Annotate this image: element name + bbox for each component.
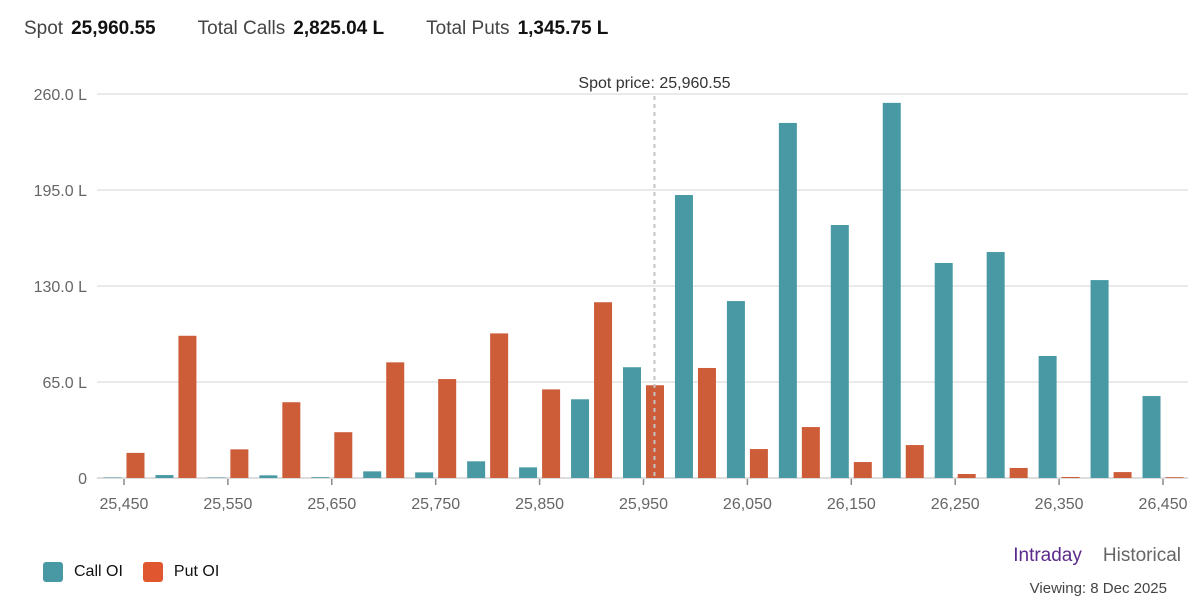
total-calls-label: Total Calls [197,18,286,39]
x-tick-label: 25,550 [203,496,252,513]
historical-tab[interactable]: Historical [1102,545,1181,566]
put-oi-swatch [142,562,163,582]
put-oi-bar [1009,467,1028,478]
call-oi-bar [934,262,953,478]
x-tick-label: 26,050 [723,496,772,513]
grid-lines [97,93,1188,479]
summary-bar: Spot 25,960.55 Total Calls 2,825.04 L To… [24,17,650,41]
call-oi-swatch [43,562,63,582]
viewing-date: Viewing: 8 Dec 2025 [1029,580,1167,597]
x-tick-label: 25,750 [411,496,460,513]
call-oi-bar [674,195,693,478]
y-tick-label: 130.0 L [34,279,87,296]
put-oi-bar [1165,477,1184,478]
call-oi-bar [259,475,278,478]
x-tick-label: 26,250 [931,496,980,513]
put-oi-bar [126,452,145,478]
legend-put-oi[interactable]: Put OI [142,562,220,582]
put-oi-bar [490,333,509,478]
put-oi-bar [801,427,820,478]
put-oi-bar [282,402,301,478]
put-oi-bar [334,432,353,478]
call-oi-bar [986,252,1005,478]
y-tick-label: 0 [78,471,87,488]
total-calls-summary: Total Calls 2,825.04 L [198,18,385,40]
spot-label: Spot [24,18,64,39]
call-oi-bar [1142,396,1161,478]
x-tick-label: 26,450 [1139,496,1188,513]
intraday-tab[interactable]: Intraday [1013,545,1082,566]
call-oi-bar [726,301,745,478]
legend-put-oi-label: Put OI [173,563,220,580]
x-tick-label: 26,150 [827,496,876,513]
y-axis: 0 65.0 L 130.0 L 195.0 L 260.0 L [34,87,87,488]
x-tick-label: 25,850 [515,496,564,513]
legend-call-oi[interactable]: Call OI [43,562,123,582]
call-oi-bar [830,225,849,478]
total-puts-summary: Total Puts 1,345.75 L [426,18,608,40]
put-oi-bar [178,335,197,478]
put-oi-bar [438,379,457,478]
put-oi-bar [646,385,664,478]
total-puts-value: 1,345.75 L [517,18,609,39]
bars [103,102,1184,478]
total-puts-label: Total Puts [426,18,510,39]
call-oi-bar [571,399,590,478]
put-oi-bar [542,389,561,478]
put-oi-bar [594,302,613,478]
spot-price-label: Spot price: 25,960.55 [578,75,730,92]
call-oi-bar [311,477,330,478]
spot-annotation: Spot price: 25,960.55 [578,75,731,478]
call-oi-bar [778,122,797,478]
x-tick-label: 25,650 [307,496,356,513]
total-calls-value: 2,825.04 L [293,18,385,39]
oi-bar-chart: 0 65.0 L 130.0 L 195.0 L 260.0 L 25,450 25,55… [34,75,1188,513]
call-oi-bar [519,467,538,478]
spot-value: 25,960.55 [71,18,156,39]
put-oi-bar [386,362,405,478]
put-oi-bar [1113,472,1132,478]
put-oi-bar [749,449,768,478]
put-oi-bar [957,474,976,478]
call-oi-bar [623,367,641,478]
legend: Call OI Put OI [43,562,239,582]
call-oi-bar [467,461,486,478]
put-oi-bar [905,445,924,478]
call-oi-bar [155,475,174,478]
call-oi-bar [882,102,901,478]
put-oi-bar [853,462,872,478]
x-tick-label: 25,450 [100,496,149,513]
y-tick-label: 65.0 L [43,375,88,392]
y-tick-label: 260.0 L [34,87,87,104]
put-oi-bar [697,367,716,478]
view-toggle: Intraday Historical [992,545,1181,567]
put-oi-bar [230,449,249,478]
x-axis: 25,450 25,550 25,650 25,750 25,850 25,950 26,0… [100,479,1188,513]
y-tick-label: 195.0 L [34,183,87,200]
call-oi-bar [363,471,382,478]
x-tick-label: 25,950 [619,496,668,513]
call-oi-bar [1038,356,1057,478]
x-tick-label: 26,350 [1035,496,1084,513]
call-oi-bar [415,472,434,478]
call-oi-bar [1090,280,1109,478]
legend-call-oi-label: Call OI [74,563,123,580]
put-oi-bar [1061,476,1080,478]
spot-summary: Spot 25,960.55 [24,18,156,40]
